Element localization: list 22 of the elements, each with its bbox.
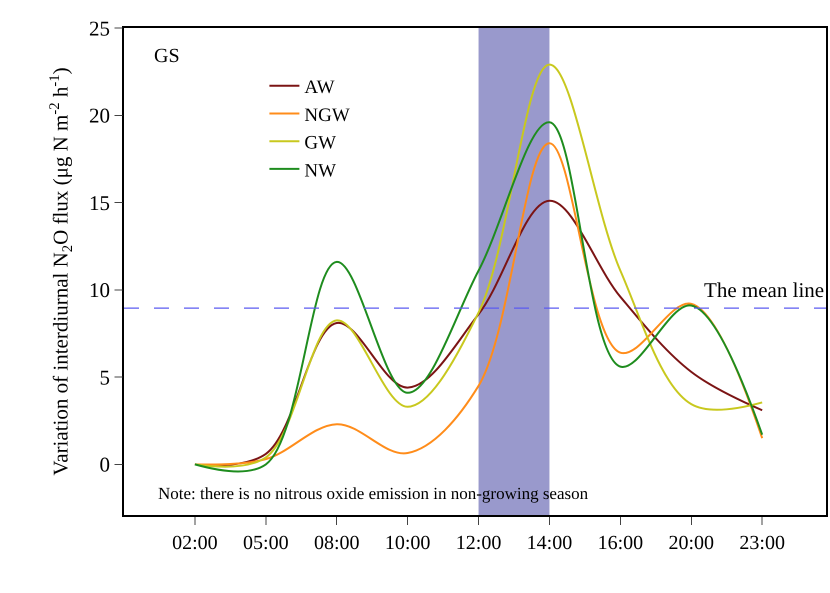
legend-label: AW xyxy=(304,77,335,98)
legend-label: NW xyxy=(304,160,336,182)
x-tick-label: 08:00 xyxy=(314,532,360,554)
x-tick-label: 14:00 xyxy=(526,532,572,554)
x-tick-label: 23:00 xyxy=(739,532,785,554)
x-tick-label: 16:00 xyxy=(598,532,644,554)
annotation: GS xyxy=(154,45,180,67)
x-tick-label: 10:00 xyxy=(384,532,430,554)
x-tick-label: 20:00 xyxy=(668,532,714,554)
ref-line-label: The mean line xyxy=(704,278,824,302)
annotation: Note: there is no nitrous oxide emission in non-growing season xyxy=(158,484,589,503)
y-tick-label: 15 xyxy=(89,190,110,215)
x-tick-label: 05:00 xyxy=(243,532,289,554)
y-tick-label: 5 xyxy=(100,365,110,390)
x-tick-label: 02:00 xyxy=(172,532,218,554)
y-tick-label: 20 xyxy=(89,104,110,128)
y-tick-label: 10 xyxy=(89,278,110,302)
legend-label: NGW xyxy=(304,104,350,126)
y-tick-label: 0 xyxy=(100,452,110,477)
y-tick-label: 25 xyxy=(89,16,110,40)
x-tick-label: 12:00 xyxy=(456,532,502,554)
legend-label: GW xyxy=(304,132,336,154)
